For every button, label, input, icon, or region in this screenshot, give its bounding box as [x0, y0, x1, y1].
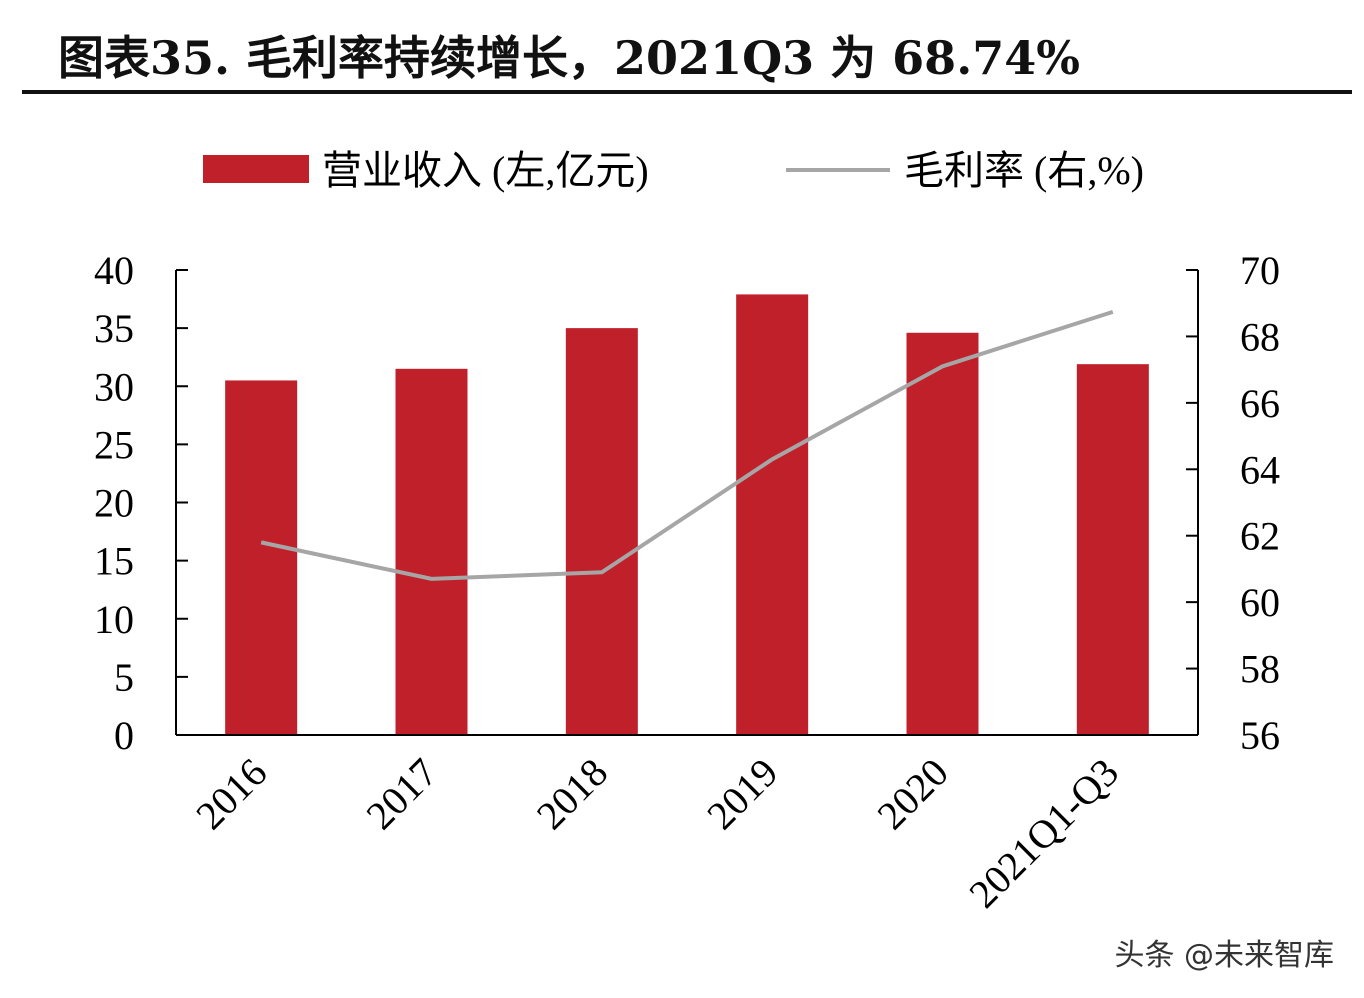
legend-line-label: 毛利率 (右,%) — [904, 148, 1144, 193]
left-tick-label: 5 — [114, 655, 134, 700]
left-tick-label: 0 — [114, 713, 134, 758]
bar-2020 — [906, 332, 979, 735]
right-tick-label: 56 — [1240, 713, 1280, 758]
title-rule — [22, 90, 1352, 94]
left-tick-label: 30 — [94, 364, 134, 409]
left-tick-label: 40 — [94, 248, 134, 293]
right-tick-label: 68 — [1240, 314, 1280, 359]
x-tick-label: 2019 — [698, 750, 786, 838]
x-tick-label: 2016 — [187, 750, 275, 838]
right-tick-label: 64 — [1240, 447, 1280, 492]
x-tick-label: 2021Q1-Q3 — [960, 750, 1127, 917]
bar-2017 — [395, 368, 468, 735]
right-tick-label: 58 — [1240, 647, 1280, 692]
x-tick-label: 2020 — [868, 750, 956, 838]
left-tick-label: 15 — [94, 539, 134, 584]
bar-2019 — [736, 294, 809, 735]
right-tick-label: 66 — [1240, 381, 1280, 426]
left-tick-label: 20 — [94, 481, 134, 526]
line-series-gross-margin — [260, 309, 1114, 581]
right-tick-label: 70 — [1240, 248, 1280, 293]
right-tick-label: 62 — [1240, 514, 1280, 559]
legend-bar-swatch — [203, 155, 309, 183]
left-tick-label: 10 — [94, 597, 134, 642]
x-tick-label: 2018 — [528, 750, 616, 838]
legend-bar-label: 营业收入 (左,亿元) — [322, 148, 649, 193]
watermark: 头条 @未来智库 — [1114, 938, 1334, 973]
bar-2021Q1-Q3 — [1076, 364, 1149, 735]
left-tick-label: 35 — [94, 306, 134, 351]
right-tick-label: 60 — [1240, 580, 1280, 625]
bar-2018 — [565, 328, 638, 735]
chart-title: 图表35. 毛利率持续增长，2021Q3 为 68.74% — [58, 31, 1080, 85]
x-tick-label: 2017 — [357, 750, 445, 838]
left-tick-label: 25 — [94, 422, 134, 467]
bar-2016 — [225, 380, 298, 735]
